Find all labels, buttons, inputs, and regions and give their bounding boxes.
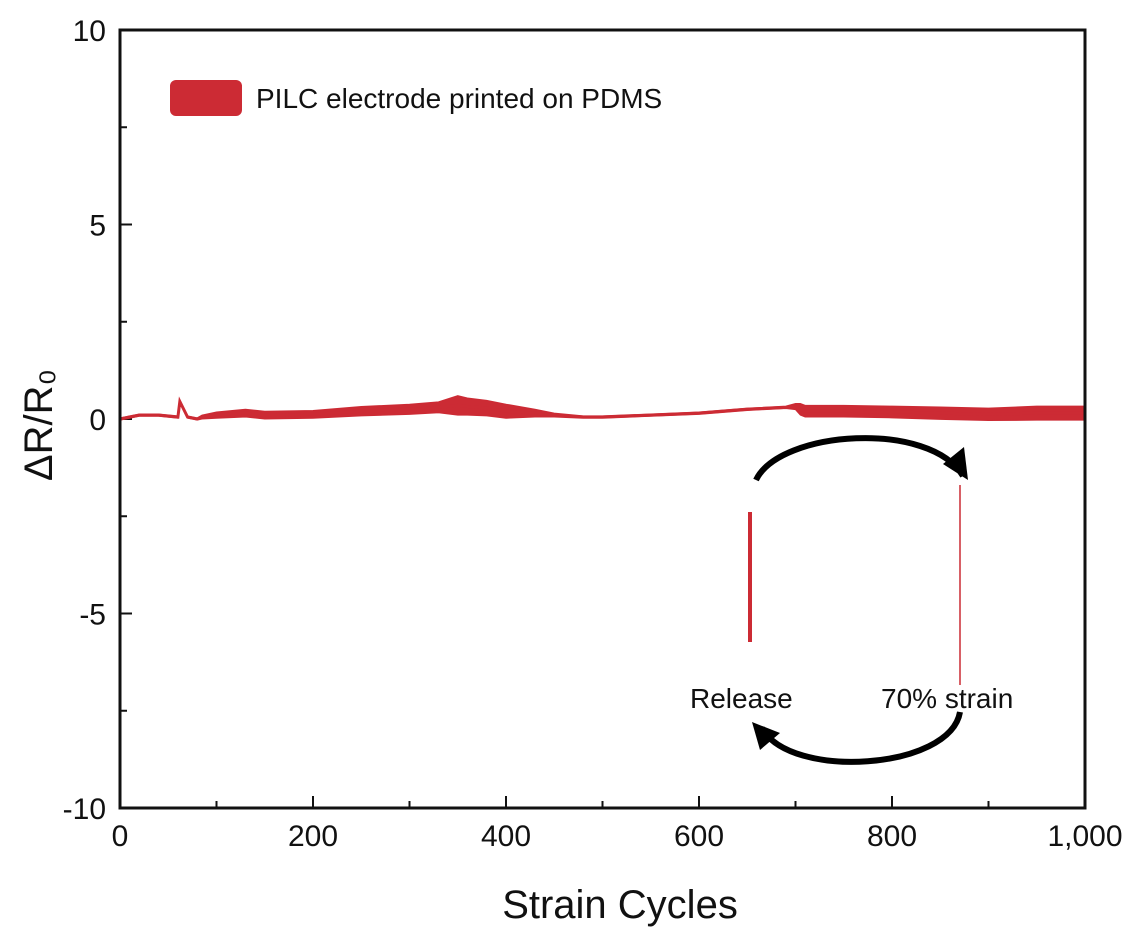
release-label: Release [690,683,793,714]
y-tick-label: -10 [63,793,106,826]
strain-label: 70% strain [881,683,1013,714]
x-axis-title: Strain Cycles [502,883,738,927]
cycle-inset: Release 70% strain [690,435,1013,765]
x-tick-label: 1,000 [1047,820,1122,853]
legend-swatch [170,80,242,116]
series-layer [119,395,1086,422]
release-arrowhead [752,722,780,750]
x-tick-label: 0 [112,820,129,853]
series-line-0 [119,396,1085,421]
x-tick-label: 200 [288,820,338,853]
y-tick-label: -5 [79,599,106,632]
stretch-arrowhead [943,447,968,480]
y-tick-label: 5 [89,210,106,243]
y-axis-title: ΔR/R₀ [17,369,61,481]
plot-frame [118,28,1087,810]
release-arrow [759,711,963,765]
y-tick-label: 0 [89,404,106,437]
y-tick-label: 10 [73,15,106,48]
x-tick-label: 400 [481,820,531,853]
tick-labels: 0 200 400 600 800 1,000 -10 -5 0 5 10 [63,15,1123,853]
legend-label: PILC electrode printed on PDMS [256,83,662,114]
x-tick-label: 600 [674,820,724,853]
x-tick-label: 800 [867,820,917,853]
stretch-arrow [753,435,966,482]
